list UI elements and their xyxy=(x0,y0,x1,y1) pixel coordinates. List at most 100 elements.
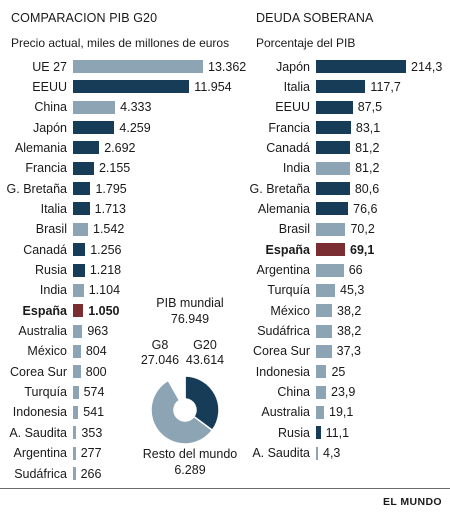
bar-label: Sudáfrica xyxy=(14,466,67,481)
bar-value: 38,2 xyxy=(337,303,362,318)
bar-value: 70,2 xyxy=(350,222,375,237)
bar xyxy=(316,222,346,236)
bar-label: Argentina xyxy=(256,263,310,277)
bar-label: Brasil xyxy=(278,222,310,237)
brand-logo: EL MUNDO xyxy=(382,496,442,508)
bar-value: 1.256 xyxy=(90,242,122,257)
bar xyxy=(73,365,81,379)
bar-label: Italia xyxy=(40,201,67,216)
bar-label: México xyxy=(27,344,67,359)
bar xyxy=(316,324,333,338)
bar-value: 45,3 xyxy=(340,283,365,298)
bar-value: 963 xyxy=(87,324,109,339)
bar xyxy=(316,100,353,114)
bar-value: 800 xyxy=(85,364,107,379)
donut-slice xyxy=(150,379,214,445)
bar-value: 353 xyxy=(81,425,103,440)
bar xyxy=(316,161,351,175)
left-chart-title: COMPARACION PIB G20 xyxy=(11,11,158,25)
left-chart-subtitle: Precio actual, miles de millones de euro… xyxy=(11,36,230,50)
donut-slice xyxy=(184,375,220,432)
bar-value: 1.218 xyxy=(89,263,122,277)
donut-total-label: 76.949 xyxy=(170,312,210,326)
bar-label: Corea Sur xyxy=(10,364,67,379)
bar-label: Australia xyxy=(18,324,67,339)
bar-label: España xyxy=(265,242,310,257)
bar xyxy=(316,446,318,460)
bar-value: 1.713 xyxy=(94,201,126,216)
bar xyxy=(73,141,100,155)
slice-value-g8: 27.046 xyxy=(140,353,180,367)
bar-value: 4.259 xyxy=(119,120,151,135)
bar-value: 1.050 xyxy=(88,303,120,318)
bar-value: 19,1 xyxy=(329,405,354,420)
bar-label: Canadá xyxy=(266,140,310,155)
bar xyxy=(73,263,85,277)
bar xyxy=(73,202,90,216)
bar xyxy=(316,426,321,440)
bar xyxy=(316,80,366,94)
bar xyxy=(73,324,83,338)
bar-value: 25 xyxy=(331,364,346,379)
bar-label: China xyxy=(277,385,310,400)
bar xyxy=(316,60,406,73)
bar-value: 1.795 xyxy=(95,181,127,196)
bar xyxy=(73,385,79,399)
footer-divider xyxy=(0,488,450,489)
bar-value: 2.155 xyxy=(98,161,131,176)
donut-title: PIB mundial xyxy=(156,296,224,310)
bar-value: 69,1 xyxy=(350,242,375,257)
bar-value: 804 xyxy=(85,344,107,359)
right-chart-subtitle: Porcentaje del PIB xyxy=(256,36,356,50)
bar-value: 23,9 xyxy=(331,385,356,400)
bar-label: Canadá xyxy=(23,242,67,257)
bar-label: Corea Sur xyxy=(253,344,310,359)
bar-label: Australia xyxy=(261,405,310,420)
slice-value-rest: 6.289 xyxy=(174,463,206,477)
bar xyxy=(73,426,77,440)
bar xyxy=(73,344,81,358)
bar xyxy=(316,182,350,196)
bar-label: Japón xyxy=(32,120,67,135)
bar-label: Rusia xyxy=(278,425,310,440)
bar-label: Sudáfrica xyxy=(257,324,310,339)
bar-label: EEUU xyxy=(275,100,310,115)
bar-label: UE 27 xyxy=(32,59,67,74)
bar xyxy=(73,405,79,419)
bar-label: India xyxy=(282,161,310,176)
bar-value: 80,6 xyxy=(354,181,380,196)
bar-value: 87,5 xyxy=(357,100,383,115)
slice-label-g8: G8 xyxy=(151,338,169,352)
bar-value: 266 xyxy=(80,466,102,481)
bar-label: Francia xyxy=(268,120,310,135)
bar-value: 11.954 xyxy=(194,79,232,94)
bar xyxy=(73,467,76,480)
bar-label: Indonesia xyxy=(12,405,67,420)
bar-label: Italia xyxy=(283,79,310,94)
bar xyxy=(73,161,94,175)
bar-value: 214,3 xyxy=(411,59,443,74)
bar-value: 4,3 xyxy=(323,446,341,461)
slice-label-g20: G20 xyxy=(193,338,217,352)
bar-value: 13.362 xyxy=(208,59,247,74)
bar-label: Brasil xyxy=(35,222,67,237)
bar-label: Rusia xyxy=(35,263,67,277)
bar xyxy=(316,304,333,318)
bar-value: 117,7 xyxy=(370,79,401,94)
bar-label: China xyxy=(34,100,67,115)
bar-value: 2.692 xyxy=(104,140,136,155)
bar xyxy=(316,365,327,379)
bar-label: Alemania xyxy=(14,140,67,155)
bar-value: 81,2 xyxy=(355,140,380,155)
bar-value: 4.333 xyxy=(120,100,152,115)
bar xyxy=(73,222,88,236)
bar xyxy=(73,80,190,94)
bar-label: India xyxy=(39,283,67,298)
bar-value: 277 xyxy=(80,446,102,461)
bar-label: Argentina xyxy=(13,446,67,461)
bar xyxy=(316,121,351,135)
bar-label: Francia xyxy=(25,161,67,176)
bar xyxy=(316,385,327,399)
bar-value: 1.104 xyxy=(88,283,121,298)
bar-label: México xyxy=(270,303,310,318)
